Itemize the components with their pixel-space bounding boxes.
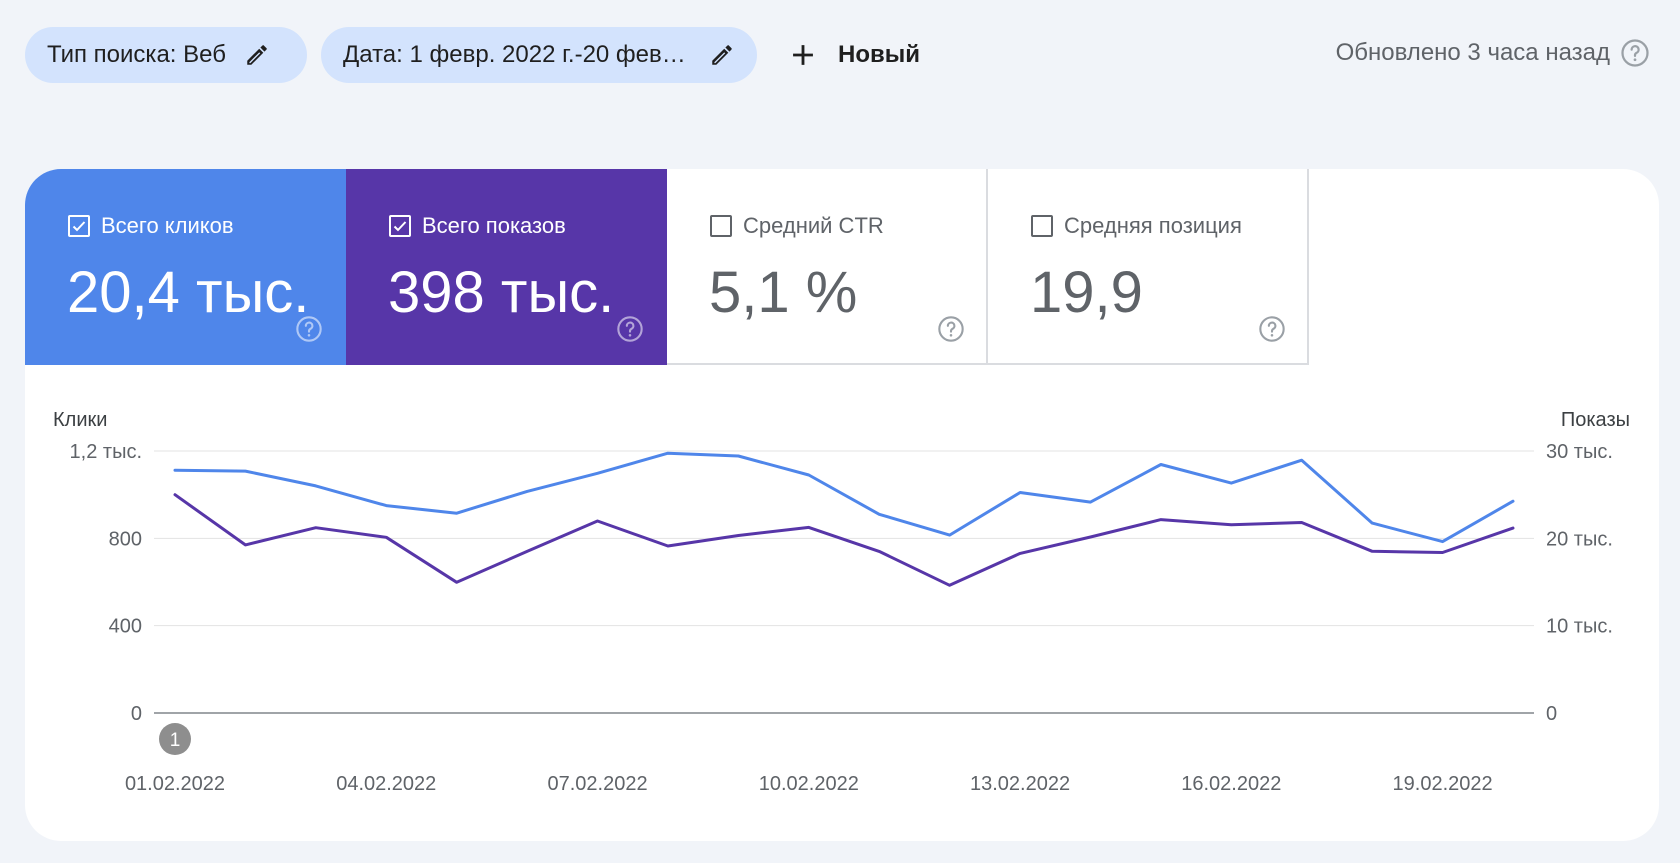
filter-bar: Тип поиска: Веб Дата: 1 февр. 2022 г.-20… xyxy=(0,0,1680,110)
x-axis-tick-label: 04.02.2022 xyxy=(336,773,436,795)
edit-pencil-icon[interactable] xyxy=(709,42,735,68)
x-axis-tick-label: 13.02.2022 xyxy=(970,773,1070,795)
help-icon[interactable] xyxy=(295,315,323,343)
metric-value: 398 тыс. xyxy=(388,260,615,325)
right-axis-tick-label: 20 тыс. xyxy=(1546,528,1613,550)
x-axis-tick-label: 07.02.2022 xyxy=(547,773,647,795)
left-axis-title: Клики xyxy=(53,409,107,431)
metric-average-position[interactable]: Средняя позиция 19,9 xyxy=(988,169,1309,365)
x-axis-tick-label: 10.02.2022 xyxy=(759,773,859,795)
checkbox-checked-icon[interactable] xyxy=(68,215,90,237)
date-filter-label: Дата: 1 февр. 2022 г.-20 февр. 2022 г. xyxy=(343,41,691,68)
right-axis-tick-label: 0 xyxy=(1546,703,1557,725)
metric-average-ctr[interactable]: Средний CTR 5,1 % xyxy=(667,169,988,365)
right-axis-title: Показы xyxy=(1561,409,1630,431)
clicks-series-line xyxy=(173,451,1515,544)
left-axis-tick-label: 1,2 тыс. xyxy=(70,441,142,463)
performance-card: Всего кликов 20,4 тыс. Всего показов 398… xyxy=(25,169,1659,841)
left-axis-tick-label: 400 xyxy=(109,616,142,638)
metric-label: Всего кликов xyxy=(101,213,234,238)
last-updated-text: Обновлено 3 часа назад xyxy=(1335,39,1610,66)
x-axis-tick-label: 19.02.2022 xyxy=(1393,773,1493,795)
edit-pencil-icon[interactable] xyxy=(244,42,270,68)
last-updated-info: Обновлено 3 часа назад xyxy=(1336,38,1650,68)
new-filter-label: Новый xyxy=(838,41,920,68)
plus-icon xyxy=(793,45,813,65)
metric-value: 19,9 xyxy=(1030,260,1143,325)
left-axis-tick-label: 0 xyxy=(131,703,142,725)
metric-label: Всего показов xyxy=(422,213,566,238)
x-axis-tick-label: 01.02.2022 xyxy=(125,773,225,795)
checkbox-checked-icon[interactable] xyxy=(389,215,411,237)
metric-label: Средний CTR xyxy=(743,213,884,238)
search-type-filter-chip[interactable]: Тип поиска: Веб xyxy=(25,27,307,83)
help-icon[interactable] xyxy=(1620,38,1650,68)
impressions-series-line xyxy=(173,493,1515,587)
help-icon[interactable] xyxy=(616,315,644,343)
metric-total-clicks[interactable]: Всего кликов 20,4 тыс. xyxy=(25,169,346,365)
search-type-filter-label: Тип поиска: Веб xyxy=(47,41,226,68)
checkbox-unchecked-icon[interactable] xyxy=(1031,215,1053,237)
right-axis-tick-label: 10 тыс. xyxy=(1546,616,1613,638)
performance-line-chart: Клики Показы 0 400 800 1,2 тыс. 0 10 тыс. 20 тыс… xyxy=(53,409,1630,795)
date-filter-chip[interactable]: Дата: 1 февр. 2022 г.-20 февр. 2022 г. xyxy=(321,27,757,83)
left-axis-tick-label: 800 xyxy=(109,528,142,550)
annotation-label: 1 xyxy=(170,730,181,751)
help-icon[interactable] xyxy=(1258,315,1286,343)
annotation-marker[interactable] xyxy=(159,723,191,755)
help-icon[interactable] xyxy=(937,315,965,343)
right-axis-tick-label: 30 тыс. xyxy=(1546,441,1613,463)
metric-label: Средняя позиция xyxy=(1064,213,1242,238)
metric-total-impressions[interactable]: Всего показов 398 тыс. xyxy=(346,169,667,365)
checkbox-unchecked-icon[interactable] xyxy=(710,215,732,237)
new-filter-button[interactable]: Новый xyxy=(786,27,920,83)
metric-value: 20,4 тыс. xyxy=(67,260,310,325)
x-axis-tick-label: 16.02.2022 xyxy=(1181,773,1281,795)
metric-value: 5,1 % xyxy=(709,260,858,325)
